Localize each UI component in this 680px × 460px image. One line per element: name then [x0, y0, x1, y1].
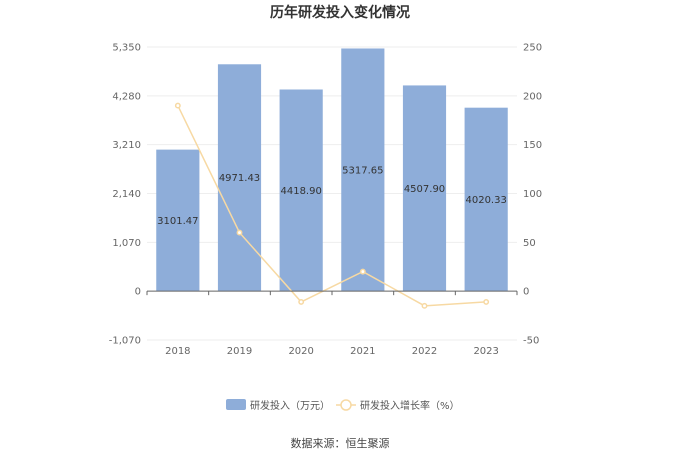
right-tick-label: 150 [523, 140, 542, 151]
legend-line-marker [340, 399, 352, 411]
bar-data-label: 4507.90 [404, 184, 445, 195]
bar-series [156, 48, 508, 292]
bar[interactable] [279, 89, 323, 292]
bar-data-label: 4418.90 [280, 186, 321, 197]
bar-data-label: 4020.33 [465, 195, 506, 206]
left-axis: -1,070 0 1,070 2,140 3,210 4,280 5,350 [109, 43, 141, 347]
growth-rate-line [177, 105, 487, 307]
legend-bar-label: 研发投入（万元） [250, 399, 330, 412]
right-tick-label: 100 [523, 189, 542, 200]
growth-rate-point[interactable] [174, 102, 181, 109]
left-tick-label: 3,210 [112, 140, 141, 151]
x-axis: 2018 2019 2020 2021 2022 2023 [146, 290, 518, 357]
x-tick-label: 2022 [412, 346, 437, 357]
legend: 研发投入（万元） 研发投入增长率（%） [226, 399, 460, 412]
bar[interactable] [156, 149, 200, 292]
right-tick-label: 200 [523, 91, 542, 102]
growth-rate-point[interactable] [421, 302, 428, 309]
growth-rate-point[interactable] [236, 229, 243, 236]
growth-rate-point[interactable] [359, 268, 366, 275]
x-tick-label: 2020 [288, 346, 313, 357]
legend-line-label: 研发投入增长率（%） [360, 399, 460, 412]
bar-data-label: 3101.47 [157, 216, 198, 227]
right-tick-label: 250 [523, 43, 542, 54]
bar-data-label: 4971.43 [219, 173, 260, 184]
left-tick-label: 2,140 [112, 189, 141, 200]
bar[interactable] [341, 48, 385, 292]
left-tick-label: -1,070 [109, 336, 141, 347]
data-source: 数据来源：恒生聚源 [291, 436, 390, 450]
bar[interactable] [464, 107, 508, 292]
x-tick-label: 2018 [165, 346, 190, 357]
bar[interactable] [402, 85, 447, 292]
growth-rate-point[interactable] [483, 298, 490, 305]
x-tick-label: 2019 [227, 346, 252, 357]
legend-item-bar[interactable]: 研发投入（万元） [226, 399, 330, 412]
chart-title: 历年研发投入变化情况 [270, 4, 410, 21]
x-tick-label: 2021 [350, 346, 375, 357]
bar-data-label: 5317.65 [342, 165, 383, 176]
left-tick-label: 0 [135, 287, 141, 298]
grid-lines [147, 46, 517, 341]
growth-rate-point[interactable] [298, 298, 305, 305]
right-tick-label: -50 [523, 336, 539, 347]
bar[interactable] [217, 64, 262, 292]
legend-bar-swatch [226, 399, 246, 410]
right-tick-label: 50 [523, 238, 536, 249]
legend-item-line[interactable]: 研发投入增长率（%） [336, 399, 460, 412]
left-tick-label: 4,280 [112, 91, 141, 102]
left-tick-label: 5,350 [112, 43, 141, 54]
data-labels: 3101.47 4971.43 4418.90 5317.65 4507.90 4020.… [157, 165, 507, 227]
right-axis: -50 0 50 100 150 200 250 [523, 43, 542, 347]
right-tick-label: 0 [523, 287, 529, 298]
left-tick-label: 1,070 [112, 238, 141, 249]
line-series [174, 102, 490, 309]
x-tick-label: 2023 [473, 346, 498, 357]
